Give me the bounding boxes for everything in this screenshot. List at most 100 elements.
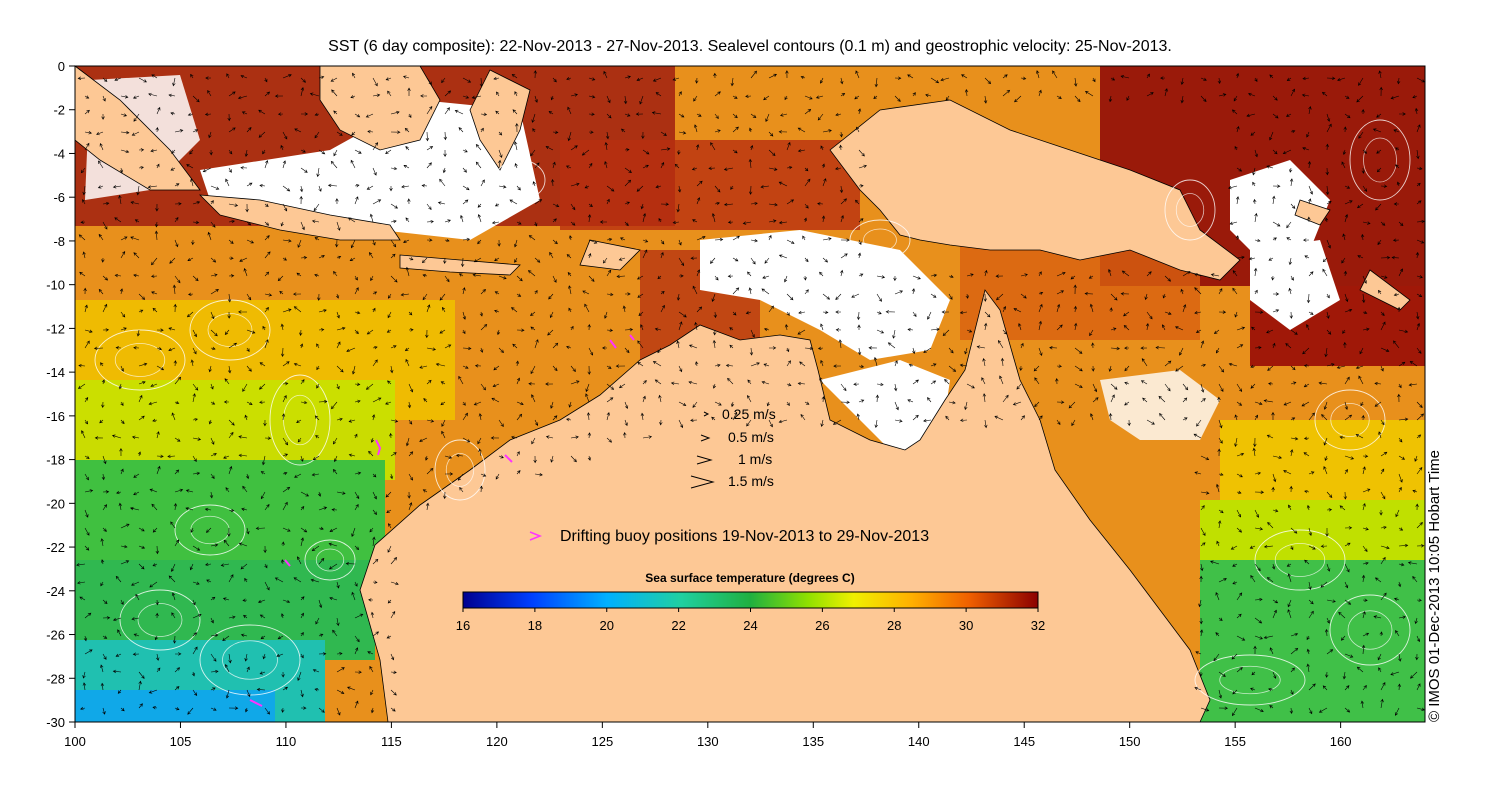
velocity-arrow [534, 95, 538, 103]
velocity-arrow [264, 707, 270, 715]
velocity-arrow [390, 219, 397, 224]
velocity-arrow [120, 707, 125, 712]
velocity-arrow [335, 239, 339, 248]
velocity-arrow [887, 342, 896, 349]
velocity-arrow [1272, 473, 1277, 483]
velocity-arrow [534, 162, 540, 169]
velocity-arrow [637, 293, 644, 298]
velocity-arrow [79, 271, 86, 277]
velocity-arrow [1068, 401, 1076, 409]
velocity-arrow [1344, 455, 1355, 460]
velocity-arrow [1344, 200, 1353, 205]
velocity-arrow [1398, 455, 1406, 460]
velocity-arrow [710, 142, 716, 151]
velocity-arrow [690, 418, 698, 422]
velocity-arrow [282, 686, 289, 691]
velocity-arrow [858, 364, 865, 369]
velocity-arrow [98, 288, 104, 295]
velocity-arrow [1344, 113, 1351, 119]
velocity-arrow [354, 581, 358, 587]
velocity-arrow [1218, 509, 1224, 514]
velocity-arrow [855, 199, 860, 205]
velocity-arrow [1326, 113, 1331, 122]
velocity-arrow [1380, 311, 1385, 316]
velocity-arrow [853, 382, 860, 386]
velocity-arrow [102, 95, 106, 102]
velocity-arrow [174, 239, 179, 248]
velocity-arrow [174, 652, 182, 656]
velocity-arrow [297, 239, 302, 248]
velocity-arrow [311, 545, 320, 552]
velocity-arrow [133, 633, 140, 637]
velocity-arrow [187, 112, 194, 117]
velocity-arrow [256, 687, 266, 692]
velocity-arrow [152, 706, 158, 710]
velocity-arrow [1158, 395, 1166, 403]
velocity-arrow [136, 185, 140, 196]
velocity-arrow [282, 381, 289, 386]
velocity-arrow [711, 213, 716, 223]
velocity-arrow [1361, 644, 1366, 655]
velocity-arrow [328, 542, 338, 547]
velocity-arrow [372, 345, 378, 350]
velocity-arrow [819, 271, 824, 277]
velocity-arrow [804, 346, 814, 351]
y-tick-label: -6 [53, 190, 65, 205]
velocity-arrow [930, 293, 937, 298]
velocity-arrow [1416, 544, 1425, 548]
buoy-legend: Drifting buoy positions 19-Nov-2013 to 2… [529, 528, 929, 545]
velocity-arrow [746, 419, 752, 427]
velocity-arrow [138, 309, 144, 313]
velocity-arrow [642, 164, 649, 169]
velocity-arrow [1232, 563, 1238, 567]
velocity-arrow [821, 215, 826, 223]
velocity-arrow [1362, 466, 1366, 475]
velocity-arrow [112, 617, 122, 622]
velocity-arrow [240, 74, 248, 79]
y-tick-label: -30 [46, 715, 65, 730]
velocity-arrow [443, 131, 448, 141]
velocity-arrow [606, 397, 614, 403]
velocity-arrow [1398, 527, 1404, 531]
velocity-arrow [1362, 527, 1369, 531]
velocity-arrow [294, 128, 302, 133]
velocity-arrow [257, 599, 266, 604]
velocity-arrow [1252, 181, 1256, 187]
velocity-arrow [220, 563, 230, 567]
velocity-arrow [1290, 365, 1296, 371]
velocity-arrow [172, 635, 177, 644]
velocity-arrow [388, 523, 392, 529]
velocity-arrow [534, 199, 543, 205]
velocity-arrow [727, 274, 734, 278]
velocity-arrow [676, 203, 680, 213]
velocity-arrow [1362, 275, 1367, 284]
velocity-arrow [822, 178, 827, 187]
velocity-arrow [228, 239, 234, 244]
velocity-arrow [189, 149, 194, 155]
velocity-arrow [637, 361, 644, 367]
velocity-arrow [114, 273, 122, 278]
velocity-arrow [1344, 214, 1349, 223]
velocity-arrow [444, 90, 452, 97]
velocity-arrow [155, 203, 159, 212]
velocity-arrow [709, 257, 716, 264]
velocity-arrow [1250, 687, 1256, 691]
velocity-arrow [565, 165, 572, 169]
velocity-arrow [259, 400, 266, 404]
velocity-arrow [1285, 343, 1292, 349]
velocity-arrow [390, 419, 399, 423]
velocity-arrow [748, 185, 753, 195]
velocity-arrow [1289, 167, 1293, 173]
velocity-arrow [1236, 613, 1242, 619]
velocity-arrow [296, 556, 302, 565]
velocity-arrow [585, 393, 590, 403]
velocity-arrow [84, 489, 94, 493]
velocity-arrow [133, 273, 140, 278]
velocity-arrow [678, 131, 687, 135]
velocity-arrow [1380, 451, 1388, 457]
velocity-arrow [281, 707, 285, 713]
velocity-arrow [354, 700, 359, 709]
velocity-arrow [480, 473, 487, 477]
velocity-arrow [1215, 592, 1220, 601]
velocity-arrow [912, 347, 916, 355]
